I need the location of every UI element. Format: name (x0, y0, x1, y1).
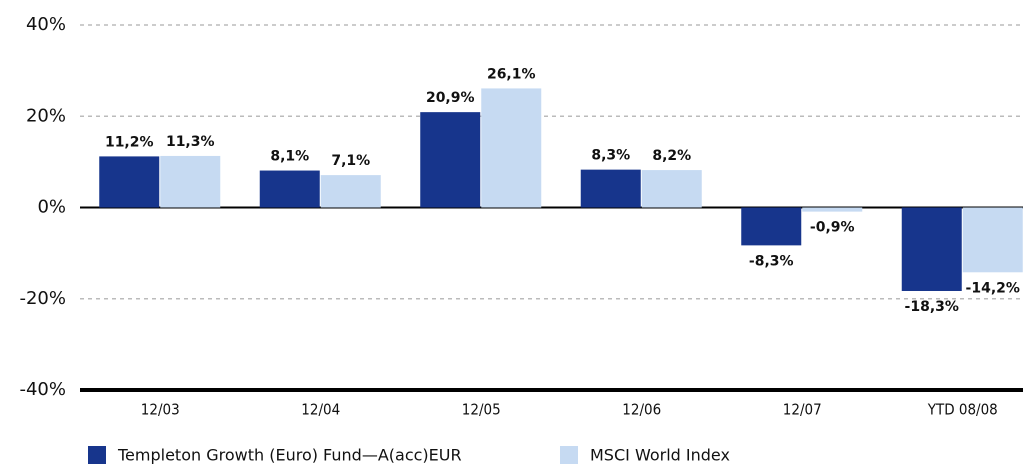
legend-swatch (88, 446, 106, 464)
bar (962, 207, 1023, 273)
legend-label: MSCI World Index (590, 446, 730, 464)
y-tick-label: -20% (19, 288, 66, 309)
bar (420, 112, 481, 208)
value-label: -8,3% (749, 253, 794, 269)
bar (741, 207, 802, 246)
bar (481, 88, 542, 208)
value-label: -18,3% (905, 299, 959, 315)
x-tick-label: YTD 08/08 (927, 401, 998, 419)
bar (160, 155, 221, 208)
x-tick-label: 12/04 (301, 401, 340, 419)
x-tick-label: 12/05 (462, 401, 501, 419)
x-tick-label: 12/06 (622, 401, 661, 419)
bar (641, 170, 702, 208)
y-tick-label: 40% (26, 14, 66, 35)
bar (259, 170, 320, 208)
bar (320, 175, 381, 208)
y-tick-label: -40% (19, 379, 66, 400)
value-label: 7,1% (331, 153, 370, 169)
y-tick-label: 20% (26, 105, 66, 126)
value-label: -14,2% (966, 280, 1020, 296)
value-label: 8,2% (652, 148, 691, 164)
bar (802, 207, 863, 212)
legend-label: Templeton Growth (Euro) Fund—A(acc)EUR (117, 446, 462, 464)
value-label: 11,2% (105, 134, 154, 150)
value-label: -0,9% (810, 220, 855, 236)
value-label: 20,9% (426, 90, 475, 106)
value-label: 8,1% (270, 149, 309, 165)
y-tick-label: 0% (37, 197, 66, 218)
value-label: 11,3% (166, 134, 215, 150)
value-label: 26,1% (487, 66, 536, 82)
bar (99, 156, 160, 208)
x-tick-label: 12/07 (783, 401, 822, 419)
bar (580, 169, 641, 208)
legend-swatch (560, 446, 578, 464)
bar (901, 207, 962, 291)
value-label: 8,3% (591, 148, 630, 164)
x-tick-label: 12/03 (141, 401, 180, 419)
